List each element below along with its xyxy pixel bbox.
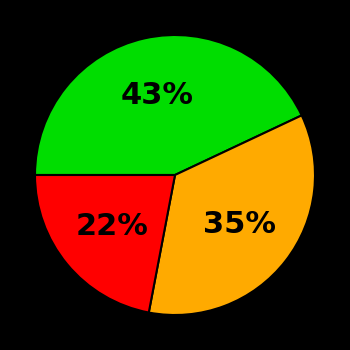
Wedge shape bbox=[149, 116, 315, 315]
Wedge shape bbox=[35, 175, 175, 313]
Wedge shape bbox=[35, 35, 302, 175]
Text: 22%: 22% bbox=[76, 212, 149, 241]
Text: 35%: 35% bbox=[203, 210, 276, 239]
Text: 43%: 43% bbox=[121, 81, 194, 110]
